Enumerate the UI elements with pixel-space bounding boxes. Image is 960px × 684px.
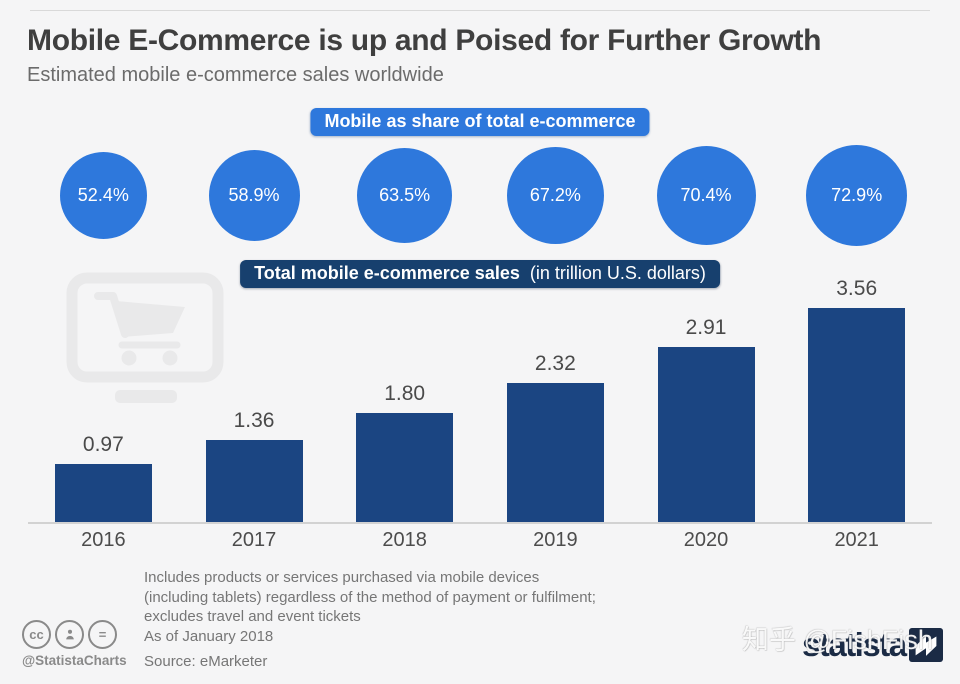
bar-2021 [808, 308, 906, 522]
share-circle-cell: 70.4% [631, 144, 782, 246]
statista-wordmark: statista [802, 626, 907, 663]
bar-2018 [356, 413, 454, 522]
bar-2017 [205, 440, 303, 522]
page-subtitle: Estimated mobile e-commerce sales worldw… [27, 64, 444, 86]
footnote-block: Includes products or services purchased … [144, 568, 596, 672]
share-circle-2021: 72.9% [806, 144, 908, 246]
share-circle-cell: 63.5% [329, 144, 480, 246]
share-value: 70.4% [680, 184, 732, 205]
x-axis-label: 2017 [231, 529, 277, 551]
share-circle-2017: 58.9% [208, 149, 300, 241]
cc-license-icons: cc = [22, 620, 142, 649]
bar-value-label: 2.32 [534, 352, 576, 375]
statista-logo: statista [802, 627, 943, 663]
share-value: 67.2% [529, 184, 581, 205]
x-axis-label: 2016 [81, 529, 126, 551]
share-circle-2018: 63.5% [357, 147, 453, 243]
bar-2019 [506, 383, 604, 522]
bar-group-2019: 2.32 [480, 352, 631, 522]
share-value: 72.9% [831, 184, 883, 205]
share-circle-cell: 67.2% [480, 144, 631, 246]
top-divider [30, 10, 930, 11]
share-circles-row: 52.4% 58.9% 63.5% 67.2% 70.4% 72.9% [28, 144, 932, 246]
monitor-cart-icon [66, 272, 224, 403]
bar-value-label: 1.80 [384, 382, 426, 405]
bar-group-2021: 3.56 [781, 277, 932, 522]
source-line: Source: eMarketer [144, 653, 268, 670]
x-axis-labels: 2016 2017 2018 2019 2020 2021 [28, 529, 932, 552]
sales-badge: Total mobile e-commerce sales (in trilli… [240, 260, 720, 288]
bar-group-2016: 0.97 [28, 433, 179, 522]
bar-value-label: 0.97 [82, 433, 124, 456]
cc-nd-icon: = [88, 620, 117, 649]
x-axis-line [28, 522, 932, 524]
x-axis-label: 2018 [382, 529, 427, 551]
x-axis-label: 2021 [834, 529, 879, 551]
bar-group-2020: 2.91 [631, 316, 782, 522]
page-title: Mobile E-Commerce is up and Poised for F… [27, 24, 822, 57]
sales-badge-title: Total mobile e-commerce sales [254, 263, 520, 283]
share-value: 52.4% [77, 184, 129, 205]
zhihu-watermark: 知乎 @FishFish [742, 625, 933, 655]
bar-value-label: 3.56 [836, 277, 878, 300]
as-of-line: As of January 2018 [144, 627, 274, 645]
share-circle-2019: 67.2% [506, 146, 604, 244]
footnote-line: excludes travel and event tickets [144, 608, 361, 625]
bar-group-2018: 1.80 [329, 382, 480, 522]
share-value: 63.5% [379, 184, 431, 205]
bar-2016 [54, 464, 152, 522]
share-badge: Mobile as share of total e-commerce [310, 108, 650, 136]
share-value: 58.9% [228, 184, 280, 205]
sales-badge-unit: (in trillion U.S. dollars) [529, 263, 706, 283]
bar-value-label: 1.36 [233, 409, 275, 432]
bar-chart: 0.97 1.36 1.80 2.32 2.91 3.56 [28, 277, 932, 522]
bar-group-2017: 1.36 [179, 409, 330, 522]
cc-icon: cc [22, 620, 51, 649]
bar-2020 [657, 347, 755, 522]
share-circle-cell: 52.4% [28, 144, 179, 246]
x-axis-label: 2019 [533, 529, 578, 551]
share-circle-cell: 72.9% [781, 144, 932, 246]
license-block: cc = @StatistaCharts [22, 620, 142, 668]
footnote-line: (including tablets) regardless of the me… [144, 588, 596, 606]
statista-logo-mark-icon [908, 628, 943, 662]
bar-value-label: 2.91 [685, 316, 727, 339]
share-circle-2016: 52.4% [59, 151, 147, 239]
cc-by-person-icon [55, 620, 84, 649]
share-circle-cell: 58.9% [179, 144, 330, 246]
x-axis-label: 2020 [683, 529, 729, 551]
statista-charts-handle: @StatistaCharts [22, 653, 127, 668]
share-circle-2020: 70.4% [656, 145, 756, 245]
footnote-line: Includes products or services purchased … [144, 569, 540, 586]
